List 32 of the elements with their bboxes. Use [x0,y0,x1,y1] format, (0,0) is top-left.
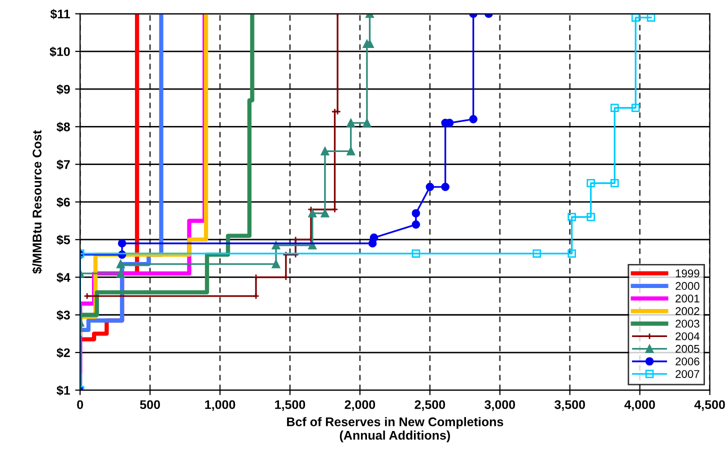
y-tick-label: $6 [56,197,70,208]
legend-label: 2006 [676,358,700,366]
y-tick-label: $9 [56,84,70,95]
x-axis-title: Bcf of Reserves in New Completions (Annual Additions) [287,417,504,442]
x-tick-label: 4,500 [694,400,725,411]
legend-label: 2002 [676,307,700,316]
x-tick-label: 1,500 [275,400,306,411]
x-tick-label: 1,000 [205,400,236,411]
y-tick-label: $10 [50,46,70,57]
legend-label: 1999 [676,269,700,278]
x-tick-label: 0 [77,400,84,410]
y-tick-label: $5 [56,234,70,246]
x-tick-label: 3,000 [484,400,516,411]
legend-label: 2007 [676,370,700,378]
y-tick-label: $4 [56,272,70,283]
y-axis-title: $/MMBtu Resource Cost [32,130,42,274]
y-tick-label: $7 [56,160,70,170]
x-tick-label: 2,000 [344,400,376,411]
y-tick-label: $8 [56,122,70,132]
x-tick-label: 4,000 [624,400,655,411]
legend-label: 2000 [676,282,700,290]
x-tick-label: 3,500 [554,400,585,411]
legend-label: 2005 [676,344,700,353]
legend-label: 2003 [676,320,700,328]
y-tick-label: $11 [50,9,70,20]
y-tick-label: $2 [56,348,70,358]
legend-label: 2004 [676,332,700,340]
legend-label: 2001 [676,294,700,302]
y-tick-label: $3 [56,310,70,320]
x-tick-label: 500 [140,400,160,410]
x-tick-label: 2,500 [414,400,446,411]
y-tick-label: $1 [56,385,70,396]
